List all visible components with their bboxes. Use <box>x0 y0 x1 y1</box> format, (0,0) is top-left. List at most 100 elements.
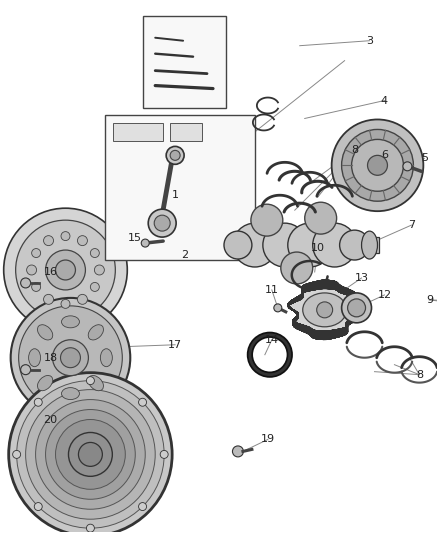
Polygon shape <box>288 284 361 336</box>
Circle shape <box>46 409 135 499</box>
Polygon shape <box>288 284 361 335</box>
Polygon shape <box>288 286 361 334</box>
Polygon shape <box>288 288 361 332</box>
Circle shape <box>11 298 130 417</box>
Polygon shape <box>288 287 361 332</box>
Polygon shape <box>288 286 361 334</box>
Polygon shape <box>288 288 361 332</box>
Bar <box>170 124 202 141</box>
Polygon shape <box>288 287 361 333</box>
Polygon shape <box>288 285 361 335</box>
Text: 19: 19 <box>261 434 275 445</box>
Polygon shape <box>288 281 361 339</box>
Polygon shape <box>288 288 361 332</box>
Polygon shape <box>288 286 361 334</box>
Polygon shape <box>288 286 361 334</box>
Polygon shape <box>288 282 361 338</box>
Polygon shape <box>288 280 361 339</box>
Polygon shape <box>288 282 361 337</box>
Polygon shape <box>288 281 361 339</box>
Polygon shape <box>288 285 361 335</box>
Polygon shape <box>288 280 361 340</box>
Circle shape <box>32 248 41 257</box>
Polygon shape <box>288 282 361 337</box>
Polygon shape <box>288 286 361 334</box>
Circle shape <box>342 293 371 323</box>
Polygon shape <box>288 286 361 334</box>
Polygon shape <box>288 284 361 336</box>
Polygon shape <box>288 288 361 332</box>
Text: 12: 12 <box>378 290 392 300</box>
Circle shape <box>13 450 21 458</box>
Polygon shape <box>288 287 361 332</box>
Polygon shape <box>288 281 361 338</box>
Polygon shape <box>288 280 361 340</box>
Polygon shape <box>288 285 361 335</box>
Polygon shape <box>288 287 361 333</box>
Polygon shape <box>288 287 361 332</box>
Polygon shape <box>288 286 361 333</box>
Text: 5: 5 <box>421 154 428 163</box>
Text: 13: 13 <box>354 273 368 283</box>
Ellipse shape <box>61 387 79 400</box>
Polygon shape <box>288 280 361 340</box>
Polygon shape <box>288 287 361 333</box>
Text: 8: 8 <box>351 146 358 155</box>
Circle shape <box>160 450 168 458</box>
Ellipse shape <box>303 293 346 327</box>
Polygon shape <box>288 284 361 336</box>
Bar <box>143 16 226 108</box>
Polygon shape <box>288 288 361 332</box>
Polygon shape <box>288 284 361 336</box>
Polygon shape <box>288 282 361 338</box>
Polygon shape <box>288 284 361 336</box>
Polygon shape <box>288 288 361 332</box>
Polygon shape <box>288 282 361 337</box>
Circle shape <box>19 306 122 409</box>
Polygon shape <box>288 286 361 334</box>
Circle shape <box>16 220 115 320</box>
Text: 4: 4 <box>381 95 388 106</box>
Polygon shape <box>288 288 361 332</box>
Text: 20: 20 <box>43 415 58 424</box>
Polygon shape <box>288 284 361 336</box>
Circle shape <box>61 300 70 309</box>
Polygon shape <box>288 280 361 340</box>
Polygon shape <box>288 281 361 339</box>
Text: 7: 7 <box>408 220 415 230</box>
Text: 1: 1 <box>172 190 179 200</box>
Circle shape <box>4 208 127 332</box>
Circle shape <box>332 119 424 211</box>
Circle shape <box>21 278 31 288</box>
Circle shape <box>141 239 149 247</box>
Circle shape <box>61 232 70 240</box>
Polygon shape <box>288 281 361 339</box>
Polygon shape <box>288 281 361 339</box>
Polygon shape <box>288 288 361 332</box>
Circle shape <box>86 524 95 532</box>
Polygon shape <box>288 281 361 338</box>
Circle shape <box>46 250 85 290</box>
Circle shape <box>90 282 99 292</box>
Polygon shape <box>288 284 361 336</box>
Polygon shape <box>288 287 361 333</box>
Polygon shape <box>288 288 361 332</box>
Polygon shape <box>288 280 361 339</box>
Polygon shape <box>288 288 361 332</box>
Circle shape <box>95 265 104 275</box>
Polygon shape <box>288 280 361 340</box>
Polygon shape <box>288 287 361 333</box>
Polygon shape <box>288 286 361 334</box>
Text: 15: 15 <box>128 233 142 243</box>
Polygon shape <box>288 284 361 336</box>
Polygon shape <box>288 282 361 337</box>
Polygon shape <box>288 288 361 332</box>
Circle shape <box>78 442 102 466</box>
Polygon shape <box>288 282 361 337</box>
Circle shape <box>233 446 244 457</box>
Polygon shape <box>288 287 361 333</box>
Polygon shape <box>288 280 361 340</box>
Polygon shape <box>288 280 361 339</box>
Circle shape <box>34 398 42 406</box>
Polygon shape <box>288 284 361 336</box>
